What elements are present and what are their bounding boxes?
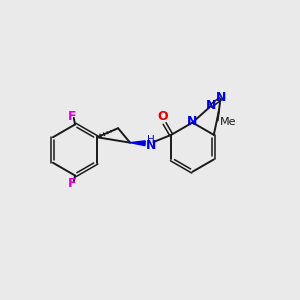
Text: Me: Me xyxy=(220,117,236,127)
Text: H: H xyxy=(147,135,155,145)
Text: N: N xyxy=(206,99,216,112)
Text: F: F xyxy=(68,110,77,123)
Text: N: N xyxy=(187,115,198,128)
Polygon shape xyxy=(130,141,145,146)
Text: O: O xyxy=(158,110,168,123)
Text: N: N xyxy=(146,139,156,152)
Text: N: N xyxy=(216,91,226,104)
Text: F: F xyxy=(68,177,77,190)
